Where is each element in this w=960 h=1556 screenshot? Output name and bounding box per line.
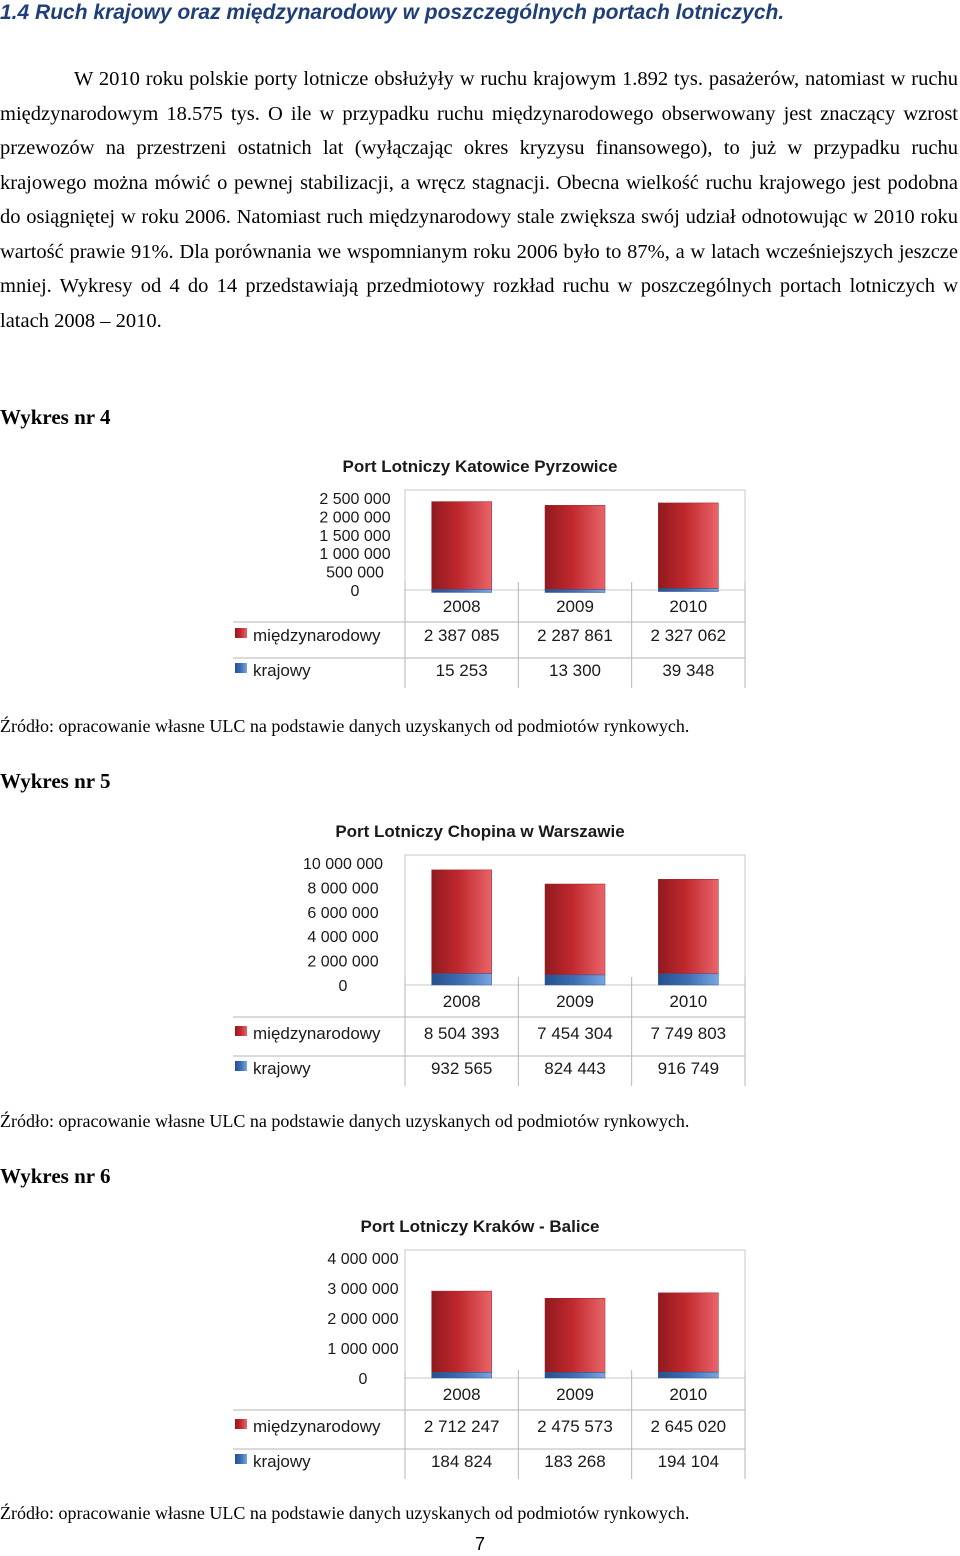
- data-table-value: 194 104: [658, 1452, 719, 1471]
- bar-international: [544, 1297, 606, 1373]
- x-category-label: 2008: [443, 992, 481, 1011]
- y-tick-label: 1 000 000: [319, 546, 390, 563]
- x-category-label: 2010: [669, 597, 707, 616]
- bar-international: [658, 502, 719, 589]
- paragraph-text: W 2010 roku polskie porty lotnicze obsłu…: [0, 68, 958, 332]
- intro-paragraph: W 2010 roku polskie porty lotnicze obsłu…: [0, 62, 958, 338]
- y-tick-label: 3 000 000: [327, 1281, 398, 1298]
- data-table-value: 15 253: [436, 661, 488, 680]
- bar-international: [658, 879, 719, 975]
- chart-warszawa: Port Lotniczy Chopina w Warszawie 10 000 …: [233, 822, 746, 1086]
- data-table-value: 183 268: [544, 1452, 605, 1471]
- data-table-value: 916 749: [658, 1059, 719, 1078]
- bar-domestic: [658, 588, 719, 592]
- y-tick-label: 500 000: [326, 565, 384, 582]
- x-category-label: 2009: [556, 597, 594, 616]
- bar-domestic: [544, 589, 606, 593]
- data-table-value: 184 824: [431, 1452, 492, 1471]
- bar-domestic: [658, 1371, 719, 1379]
- figure-4-source: Źródło: opracowanie własne ULC na podsta…: [0, 716, 690, 736]
- legend-key-domestic: [235, 1061, 247, 1071]
- data-table-value: 2 327 062: [651, 626, 727, 645]
- y-tick-label: 2 000 000: [307, 954, 378, 971]
- x-category-label: 2008: [443, 597, 481, 616]
- y-tick-label: 2 000 000: [319, 509, 390, 526]
- y-tick-label: 8 000 000: [307, 880, 378, 897]
- legend-series-name: międzynarodowy: [253, 1024, 381, 1043]
- chart-krakow: Port Lotniczy Kraków - Balice 4 000 000 3 …: [233, 1217, 746, 1479]
- legend-series-name: międzynarodowy: [253, 626, 381, 645]
- legend-series-name: międzynarodowy: [253, 1417, 381, 1436]
- legend-key-international: [235, 1026, 247, 1036]
- data-table-value: 13 300: [549, 661, 601, 680]
- y-tick-label: 4 000 000: [307, 929, 378, 946]
- figure-5-source: Źródło: opracowanie własne ULC na podsta…: [0, 1111, 690, 1131]
- bar-international: [658, 1292, 719, 1373]
- data-table-value: 824 443: [544, 1059, 605, 1078]
- legend-key-international: [235, 1419, 247, 1429]
- data-table-value: 8 504 393: [424, 1024, 500, 1043]
- figure-6-label: Wykres nr 6: [0, 1164, 111, 1188]
- bar-international: [431, 1290, 492, 1373]
- bar-domestic: [544, 1372, 606, 1379]
- data-table-value: 39 348: [662, 661, 714, 680]
- figure-5-label: Wykres nr 5: [0, 769, 111, 793]
- y-tick-label: 2 000 000: [327, 1311, 398, 1328]
- page-number: 7: [474, 1534, 485, 1554]
- x-category-label: 2010: [669, 992, 707, 1011]
- chart-title: Port Lotniczy Katowice Pyrzowice: [343, 457, 618, 476]
- legend-key-domestic: [235, 663, 247, 673]
- legend-series-name: krajowy: [253, 661, 311, 680]
- bar-domestic: [431, 1372, 492, 1379]
- bar-international: [431, 501, 492, 590]
- x-category-label: 2010: [669, 1385, 707, 1404]
- y-tick-label: 6 000 000: [307, 905, 378, 922]
- bar-international: [544, 883, 606, 976]
- data-table-value: 2 475 573: [537, 1417, 613, 1436]
- bar-domestic: [431, 973, 492, 986]
- legend-key-domestic: [235, 1454, 247, 1464]
- figure-4-label: Wykres nr 4: [0, 405, 111, 429]
- y-tick-label: 2 500 000: [319, 491, 390, 508]
- data-table-value: 2 645 020: [651, 1417, 727, 1436]
- x-category-label: 2009: [556, 1385, 594, 1404]
- bar-domestic: [431, 589, 492, 593]
- y-tick-label: 0: [359, 1371, 368, 1388]
- chart-title: Port Lotniczy Chopina w Warszawie: [335, 822, 624, 841]
- data-table-value: 2 712 247: [424, 1417, 500, 1436]
- data-table-value: 7 454 304: [537, 1024, 613, 1043]
- bar-domestic: [544, 974, 606, 986]
- chart-katowice: Port Lotniczy Katowice Pyrzowice 2 500 00…: [233, 457, 746, 688]
- chart-title: Port Lotniczy Kraków - Balice: [361, 1217, 600, 1236]
- data-table-value: 2 287 861: [537, 626, 613, 645]
- data-table-value: 7 749 803: [651, 1024, 727, 1043]
- x-category-label: 2009: [556, 992, 594, 1011]
- bar-international: [431, 869, 492, 974]
- x-category-label: 2008: [443, 1385, 481, 1404]
- figure-6-source: Źródło: opracowanie własne ULC na podsta…: [0, 1503, 690, 1523]
- y-tick-label: 1 000 000: [327, 1341, 398, 1358]
- bar-international: [544, 505, 606, 590]
- legend-key-international: [235, 628, 247, 638]
- y-tick-label: 10 000 000: [303, 856, 383, 873]
- y-tick-label: 4 000 000: [327, 1251, 398, 1268]
- data-table-value: 932 565: [431, 1059, 492, 1078]
- legend-series-name: krajowy: [253, 1452, 311, 1471]
- bar-domestic: [658, 973, 719, 986]
- data-table-value: 2 387 085: [424, 626, 500, 645]
- section-heading: 1.4 Ruch krajowy oraz międzynarodowy w p…: [0, 1, 785, 24]
- y-tick-label: 0: [339, 978, 348, 995]
- legend-series-name: krajowy: [253, 1059, 311, 1078]
- y-tick-label: 0: [351, 583, 360, 600]
- y-tick-label: 1 500 000: [319, 528, 390, 545]
